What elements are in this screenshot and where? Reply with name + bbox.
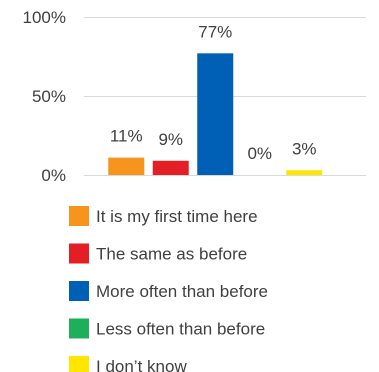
legend-swatch: [69, 243, 89, 264]
bar: [108, 157, 145, 175]
legend-label: I don’t know: [96, 357, 187, 372]
y-tick-label: 100%: [23, 8, 66, 27]
legend-swatch: [69, 318, 89, 339]
data-label: 11%: [110, 127, 143, 146]
y-tick-label: 0%: [41, 166, 66, 185]
legend: It is my first time here The same as befo…: [69, 206, 268, 372]
bar: [286, 170, 323, 175]
bar: [197, 53, 234, 176]
legend-label: Less often than before: [96, 320, 265, 339]
legend-label: It is my first time here: [96, 207, 258, 226]
data-label: 3%: [292, 139, 317, 158]
data-label: 9%: [158, 130, 183, 149]
y-axis: 0% 50% 100%: [23, 8, 66, 185]
legend-swatch: [69, 206, 89, 226]
legend-swatch: [69, 281, 89, 301]
data-label: 0%: [247, 144, 272, 163]
legend-swatch: [69, 356, 89, 372]
legend-label: The same as before: [96, 245, 247, 264]
legend-label: More often than before: [96, 282, 268, 301]
data-labels: 11% 9% 77% 0% 3%: [110, 22, 317, 163]
bar: [152, 160, 189, 175]
bars: [108, 53, 323, 176]
y-tick-label: 50%: [32, 87, 66, 106]
data-label: 77%: [198, 22, 232, 41]
